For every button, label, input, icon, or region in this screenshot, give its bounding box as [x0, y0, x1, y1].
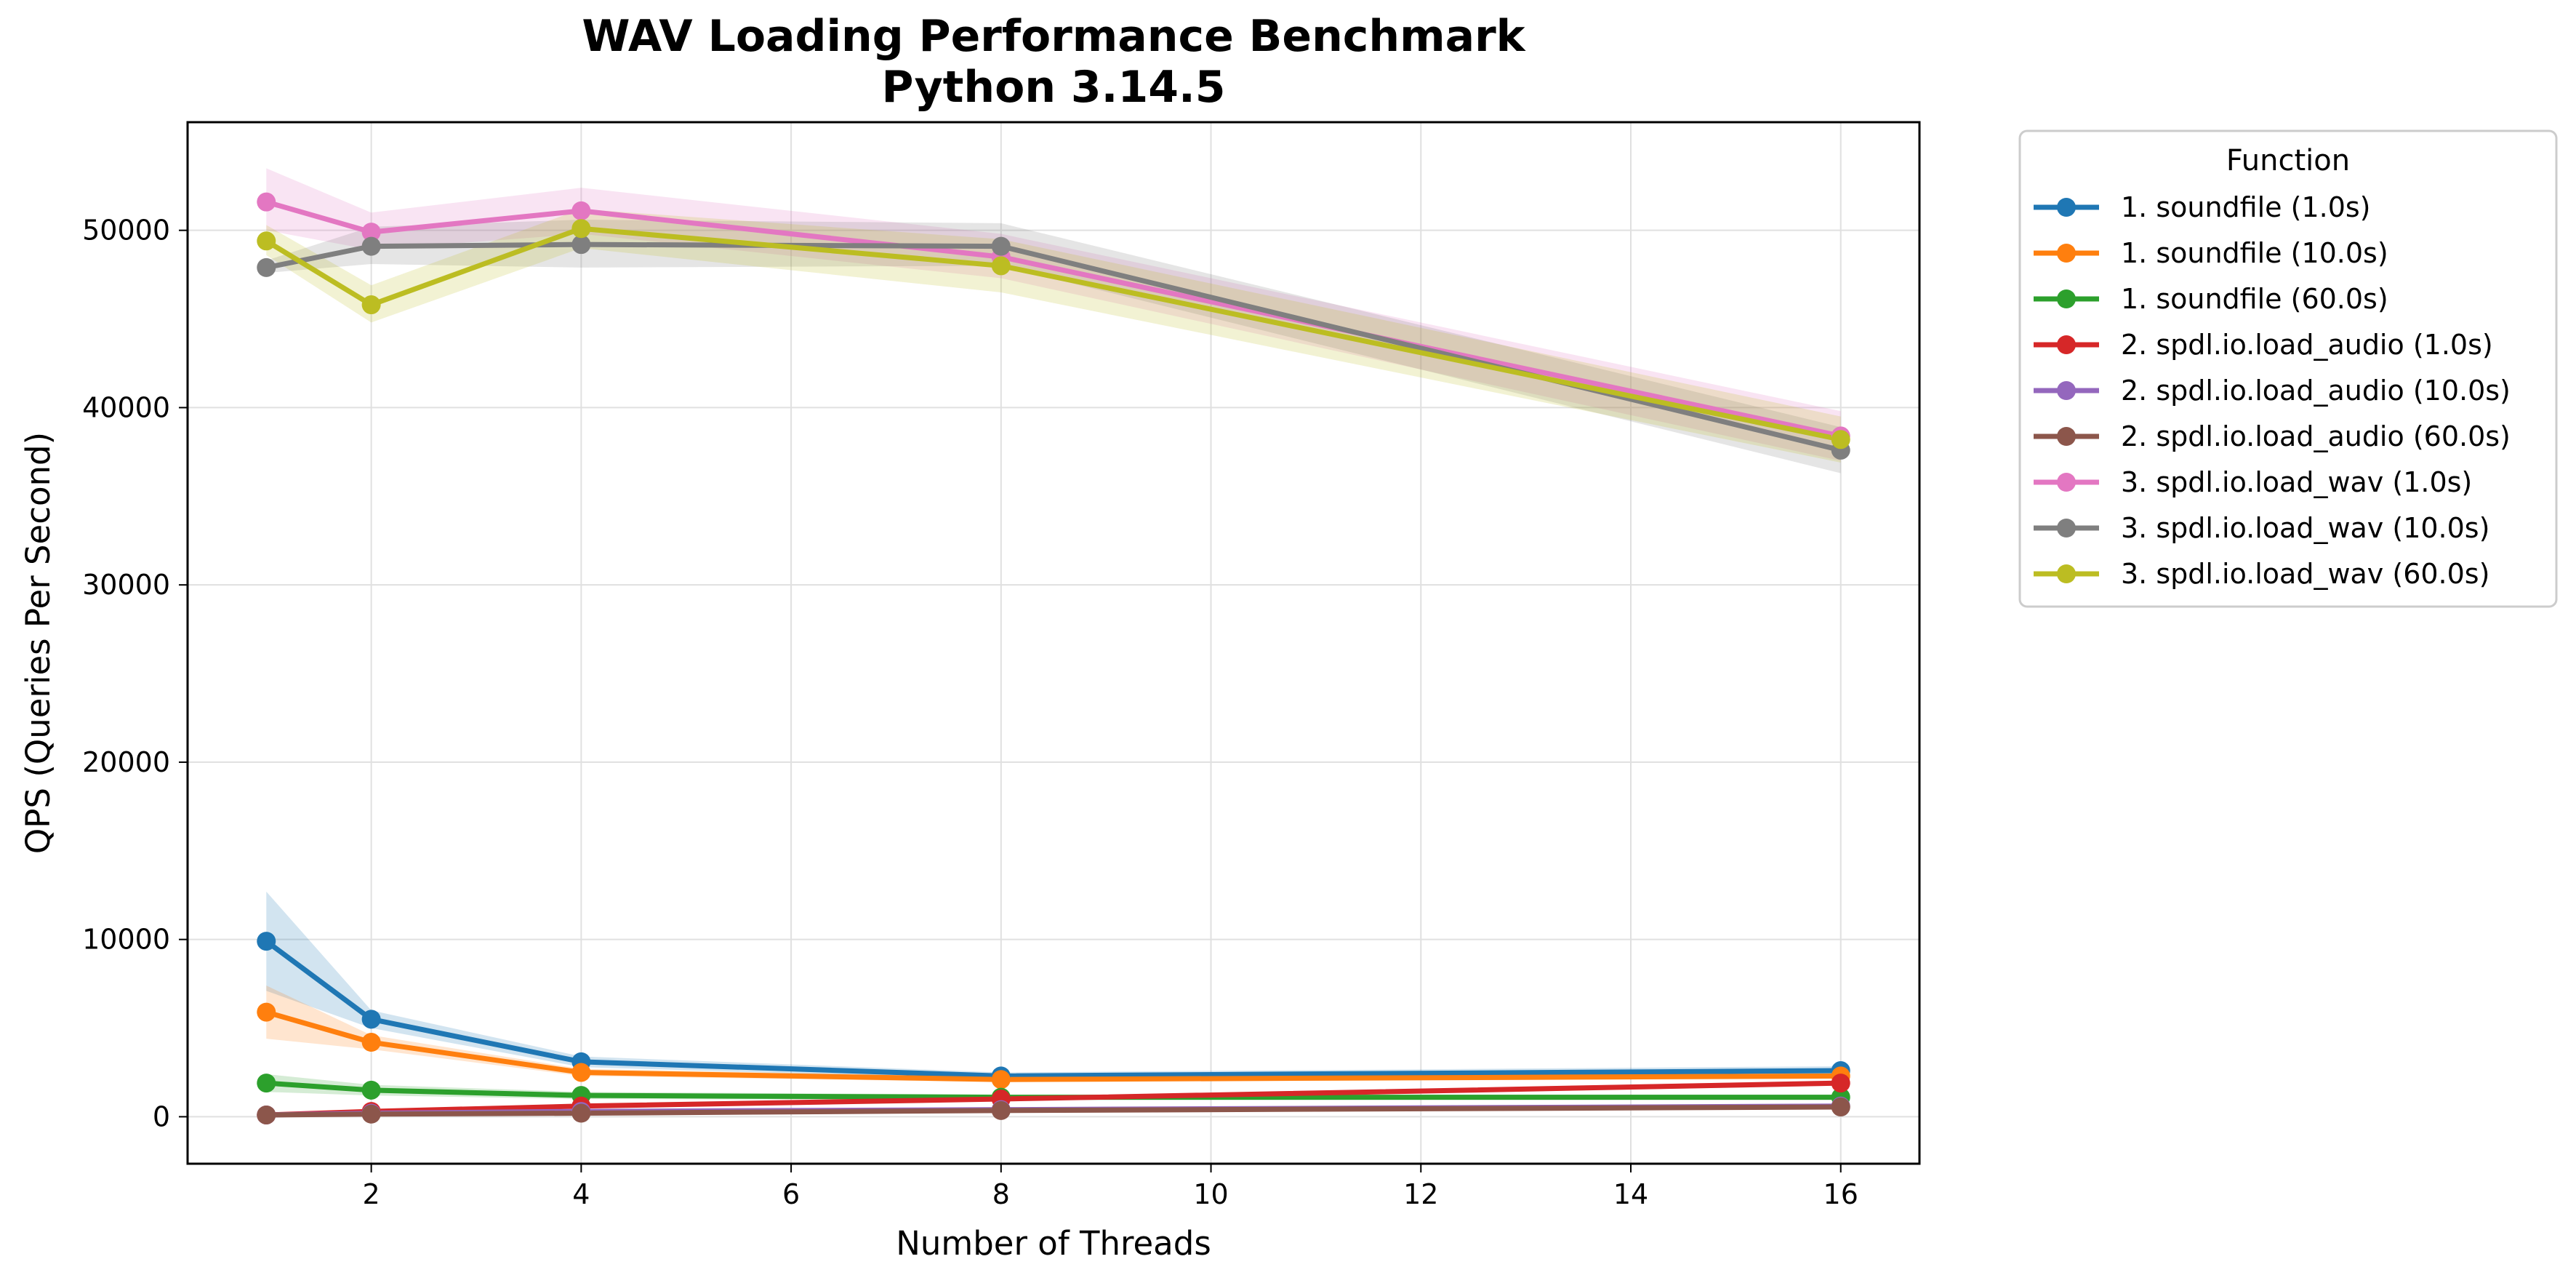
y-axis-label: QPS (Queries Per Second) [19, 432, 57, 854]
grid [188, 122, 1919, 1164]
data-point [991, 1100, 1011, 1120]
data-point [257, 1002, 276, 1022]
legend-entry-label: 2. spdl.io.load_audio (1.0s) [2121, 329, 2493, 361]
confidence-band [266, 891, 1841, 1080]
data-point [1831, 430, 1850, 449]
data-point [361, 295, 381, 315]
data-point [361, 1080, 381, 1100]
y-tick-label: 50000 [82, 215, 170, 247]
legend-marker [2057, 244, 2076, 263]
chart-subtitle: Python 3.14.5 [882, 62, 1226, 113]
data-points [257, 192, 1850, 1124]
data-point [361, 1010, 381, 1029]
confidence-band [266, 168, 1841, 461]
confidence-band [266, 986, 1841, 1082]
data-point [991, 256, 1011, 276]
data-point [361, 236, 381, 256]
legend-marker [2057, 335, 2076, 354]
x-tick-label: 6 [782, 1178, 800, 1210]
x-tick-label: 10 [1193, 1178, 1228, 1210]
data-point [257, 1105, 276, 1124]
data-point [1831, 1098, 1850, 1117]
legend-entry-label: 3. spdl.io.load_wav (10.0s) [2121, 512, 2489, 544]
legend-marker [2057, 427, 2076, 446]
x-axis-label: Number of Threads [896, 1224, 1211, 1263]
y-tick-label: 10000 [82, 924, 170, 956]
legend-marker [2057, 473, 2076, 492]
y-tick-label: 30000 [82, 569, 170, 601]
legend-entry-label: 1. soundfile (60.0s) [2121, 283, 2388, 315]
data-point [257, 932, 276, 951]
series-line [263, 938, 1844, 1079]
x-axis-ticks: 2 4 6 8 10 12 14 16 [363, 1164, 1858, 1210]
data-point [257, 231, 276, 251]
legend-entry-label: 2. spdl.io.load_audio (60.0s) [2121, 420, 2511, 452]
series-lines [263, 199, 1844, 1118]
data-point [1831, 1074, 1850, 1093]
data-point [991, 1070, 1011, 1090]
plot-area-frame [186, 121, 1921, 1165]
data-point [571, 1063, 591, 1082]
data-point [257, 257, 276, 277]
data-point [257, 1074, 276, 1093]
confidence-bands [266, 168, 1841, 1116]
x-tick-label: 14 [1613, 1178, 1648, 1210]
legend-entry-label: 3. spdl.io.load_wav (1.0s) [2121, 466, 2472, 498]
chart-title: WAV Loading Performance Benchmark [582, 11, 1526, 62]
legend-entry-label: 3. spdl.io.load_wav (60.0s) [2121, 558, 2489, 590]
legend: Function 1. soundfile (1.0s)1. soundfile… [2018, 129, 2558, 608]
data-point [571, 201, 591, 220]
x-tick-label: 16 [1823, 1178, 1858, 1210]
data-point [361, 1033, 381, 1052]
legend-marker [2057, 381, 2076, 400]
legend-box [2018, 129, 2558, 608]
data-point [361, 1104, 381, 1124]
data-point [571, 235, 591, 255]
y-tick-label: 40000 [82, 391, 170, 423]
legend-items: 1. soundfile (1.0s) 1. soundfile (10.0s) 1… [2034, 191, 2511, 590]
legend-marker [2057, 564, 2076, 583]
x-tick-label: 12 [1403, 1178, 1438, 1210]
data-point [571, 1103, 591, 1123]
data-point [361, 223, 381, 242]
legend-entry-label: 2. spdl.io.load_audio (10.0s) [2121, 375, 2511, 407]
y-tick-label: 20000 [82, 746, 170, 778]
legend-entry-label: 1. soundfile (1.0s) [2121, 191, 2371, 223]
data-point [571, 219, 591, 239]
y-axis-ticks: 0 10000 20000 30000 40000 50000 [82, 215, 188, 1132]
data-point [991, 236, 1011, 256]
legend-entry-label: 1. soundfile (10.0s) [2121, 237, 2388, 269]
legend-marker [2057, 198, 2076, 217]
legend-title: Function [2226, 144, 2350, 177]
x-tick-label: 8 [992, 1178, 1010, 1210]
legend-marker [2057, 289, 2076, 308]
x-tick-label: 2 [363, 1178, 380, 1210]
y-tick-label: 0 [153, 1100, 170, 1132]
data-point [257, 192, 276, 212]
x-tick-label: 4 [572, 1178, 590, 1210]
legend-marker [2057, 519, 2076, 537]
